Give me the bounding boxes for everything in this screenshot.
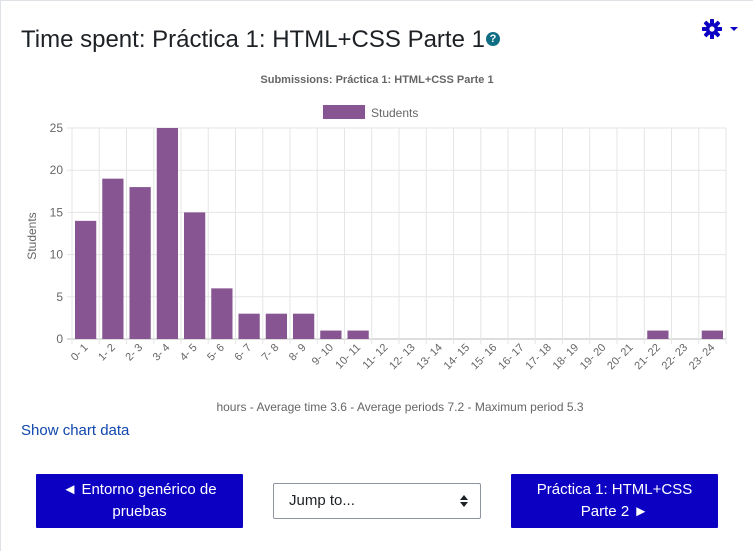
x-tick-label: 3- 4 — [151, 342, 173, 364]
page-title: Time spent: Práctica 1: HTML+CSS Parte 1… — [21, 24, 500, 56]
x-tick-label: 11- 12 — [361, 342, 391, 372]
y-tick-label: 25 — [50, 121, 64, 135]
bar-3-4[interactable] — [156, 128, 179, 339]
page-title-text: Time spent: Práctica 1: HTML+CSS Parte 1 — [21, 26, 485, 53]
x-tick-label: 18- 19 — [551, 342, 582, 373]
x-tick-label: 19- 20 — [578, 342, 609, 373]
caret-down-icon — [730, 27, 738, 31]
settings-menu-button[interactable] — [700, 17, 740, 41]
show-chart-data-link[interactable]: Show chart data — [21, 422, 130, 439]
x-tick-label: 13- 14 — [414, 342, 445, 373]
bar-23-24[interactable] — [701, 330, 724, 339]
x-tick-label: 20- 21 — [605, 342, 636, 373]
x-tick-label: 17- 18 — [523, 342, 554, 373]
y-tick-label: 5 — [56, 290, 63, 304]
x-tick-label: 5- 6 — [205, 342, 227, 364]
x-tick-label: 1- 2 — [96, 342, 118, 364]
y-tick-label: 20 — [50, 163, 64, 177]
y-tick-label: 15 — [50, 205, 64, 219]
previous-activity-button[interactable]: ◄ Entorno genérico de pruebas — [36, 474, 243, 528]
x-tick-label: 22- 23 — [660, 342, 691, 373]
x-axis-label: hours - Average time 3.6 - Average perio… — [216, 400, 583, 414]
jump-to-label: Jump to... — [289, 492, 355, 509]
previous-activity-label: ◄ Entorno genérico de pruebas — [62, 481, 217, 520]
gear-icon — [702, 19, 738, 39]
x-tick-label: 14- 15 — [442, 342, 473, 373]
bar-0-1[interactable] — [74, 220, 97, 339]
legend-label[interactable]: Students — [371, 106, 418, 120]
x-tick-label: 0- 1 — [69, 342, 91, 364]
bar-chart: Submissions: Práctica 1: HTML+CSS Parte … — [25, 74, 727, 414]
x-tick-label: 12- 13 — [387, 342, 418, 373]
bar-9-10[interactable] — [320, 330, 342, 339]
bar-8-9[interactable] — [292, 313, 315, 339]
bar-1-2[interactable] — [102, 178, 124, 339]
select-arrows-icon — [460, 495, 468, 507]
next-activity-button[interactable]: Práctica 1: HTML+CSS Parte 2 ► — [511, 474, 718, 528]
y-tick-label: 10 — [50, 248, 64, 262]
bar-2-3[interactable] — [129, 187, 151, 339]
x-tick-label: 16- 17 — [496, 342, 527, 373]
question-circle-icon[interactable]: ? — [485, 31, 500, 46]
bar-7-8[interactable] — [265, 313, 288, 339]
x-tick-label: 6- 7 — [232, 342, 254, 364]
bar-10-11[interactable] — [347, 330, 369, 339]
chart-title: Submissions: Práctica 1: HTML+CSS Parte … — [260, 74, 493, 86]
bar-21-22[interactable] — [647, 330, 669, 339]
bar-4-5[interactable] — [183, 212, 206, 339]
x-tick-label: 2- 3 — [123, 342, 145, 364]
y-tick-label: 0 — [56, 332, 63, 346]
x-tick-label: 10- 11 — [333, 342, 363, 372]
x-tick-label: 8- 9 — [287, 342, 309, 364]
chart-container: Submissions: Práctica 1: HTML+CSS Parte … — [0, 62, 754, 422]
next-activity-label: Práctica 1: HTML+CSS Parte 2 ► — [536, 481, 693, 520]
x-tick-label: 23- 24 — [687, 342, 718, 373]
x-tick-label: 15- 16 — [469, 342, 500, 373]
x-tick-label: 9- 10 — [310, 342, 336, 368]
bar-6-7[interactable] — [238, 313, 260, 339]
x-tick-label: 7- 8 — [260, 342, 282, 364]
x-tick-label: 21- 22 — [632, 342, 663, 373]
bar-5-6[interactable] — [211, 288, 233, 339]
jump-to-select[interactable]: Jump to... — [273, 483, 481, 519]
y-axis-label: Students — [25, 212, 39, 259]
legend-swatch[interactable] — [323, 105, 365, 119]
x-tick-label: 4- 5 — [178, 342, 200, 364]
